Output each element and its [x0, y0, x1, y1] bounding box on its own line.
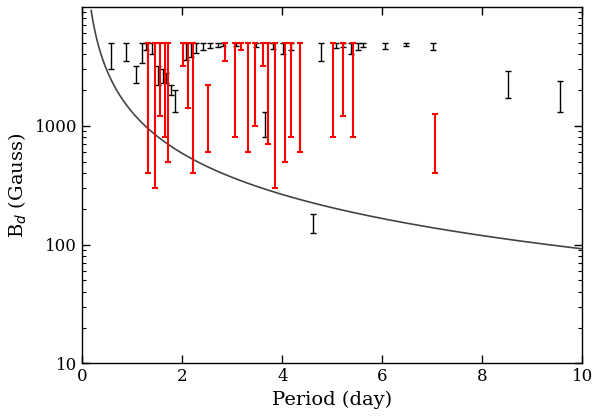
X-axis label: Period (day): Period (day) [272, 391, 392, 409]
Y-axis label: B$_d$ (Gauss): B$_d$ (Gauss) [7, 133, 29, 238]
